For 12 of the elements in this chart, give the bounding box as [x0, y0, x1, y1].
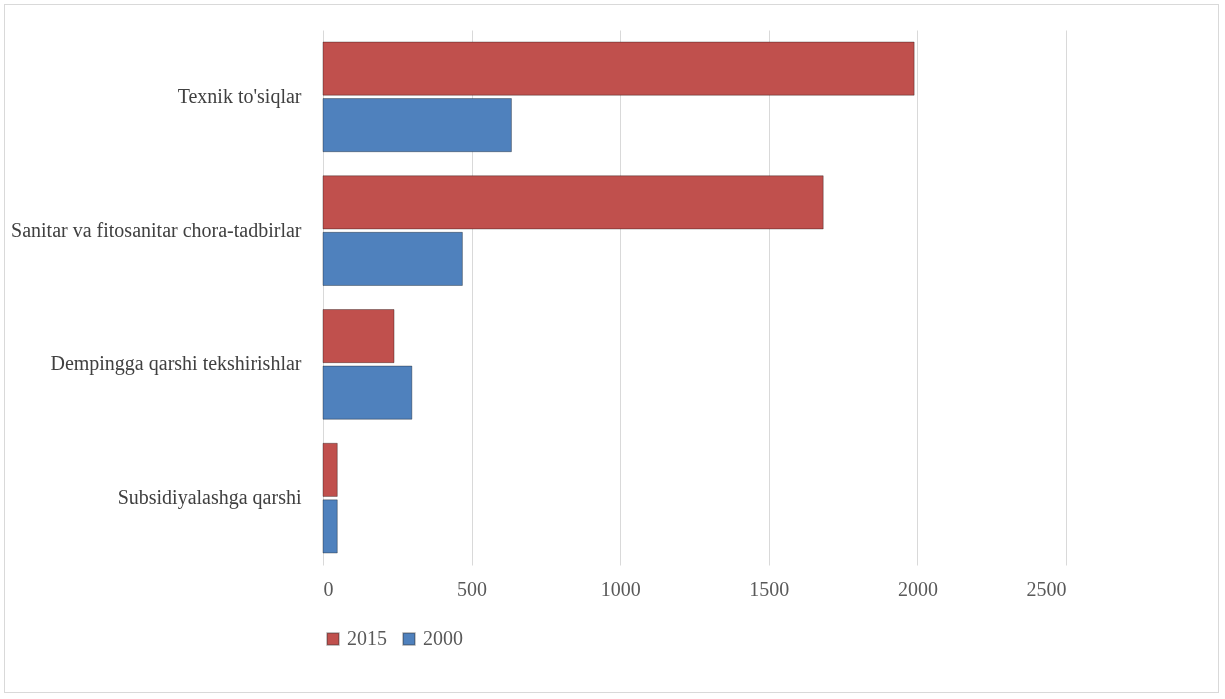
y-tick-label: Texnik to'siqlar: [177, 84, 302, 108]
y-tick-label: Dempingga qarshi tekshirishlar: [50, 352, 302, 376]
x-tick-label: 2500: [1026, 577, 1067, 600]
x-tick-label: 0: [323, 577, 334, 600]
legend-label: 2015: [347, 627, 387, 649]
x-tick-label: 500: [457, 577, 488, 600]
legend-label: 2000: [423, 627, 463, 649]
x-tick-label: 2000: [897, 577, 938, 600]
x-tick-label: 1500: [749, 577, 790, 600]
x-tick-label: 1000: [600, 577, 641, 600]
y-tick-label: Sanitar va fitosanitar chora-tadbirlar: [11, 218, 302, 241]
y-tick-label: Subsidiyalashga qarshi: [117, 486, 302, 510]
